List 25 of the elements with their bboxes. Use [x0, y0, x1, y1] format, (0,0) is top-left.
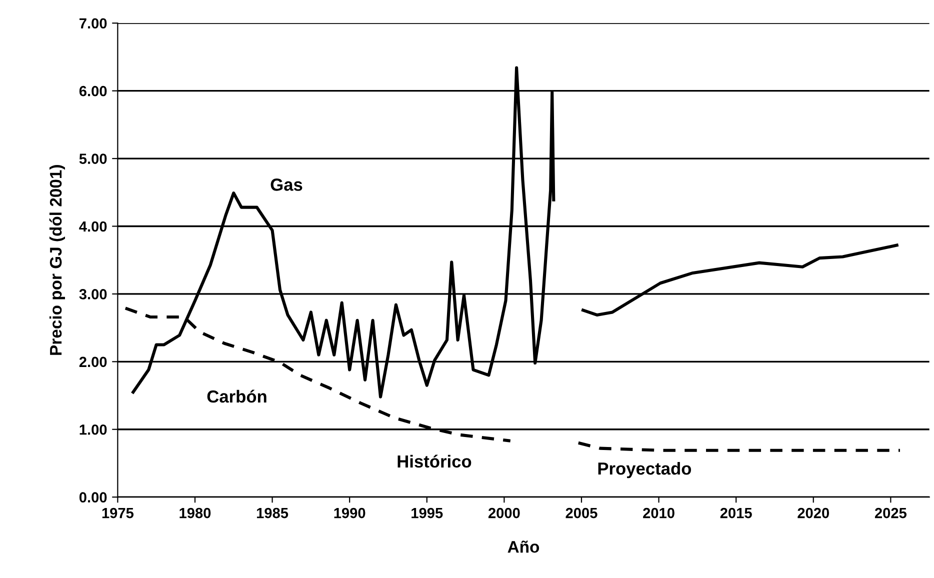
- series-label: Carbón: [207, 390, 266, 403]
- series-label: Gas: [270, 178, 302, 191]
- y-tick-label: 7.00: [80, 18, 107, 29]
- x-tick-label: 2015: [720, 508, 752, 518]
- y-tick-label: 5.00: [79, 154, 107, 164]
- x-tick-label: 2010: [643, 508, 674, 518]
- y-tick-label: 1.00: [80, 424, 107, 435]
- x-tick-label: 2020: [798, 508, 830, 518]
- annotation: Histórico: [398, 454, 472, 468]
- x-tick-label: 1995: [412, 508, 443, 518]
- y-tick-label: 6.00: [79, 86, 107, 96]
- x-tick-label: 1975: [102, 508, 134, 518]
- annotation: Proyectado: [598, 462, 692, 478]
- x-tick-label: 1980: [180, 508, 211, 518]
- x-tick-label: 2005: [566, 508, 598, 518]
- x-axis-title: Año: [508, 540, 540, 553]
- y-tick-label: 4.00: [79, 221, 107, 232]
- y-axis-title: Precio por GJ (dól 2001): [49, 165, 65, 355]
- x-tick-label: 1985: [256, 508, 288, 518]
- x-tick-label: 2000: [488, 508, 520, 518]
- y-tick-label: 2.00: [79, 356, 107, 368]
- y-tick-label: 0.00: [79, 492, 107, 503]
- x-tick-label: 1990: [334, 508, 366, 518]
- x-tick-label: 2025: [874, 508, 906, 518]
- y-tick-label: 3.00: [79, 289, 107, 300]
